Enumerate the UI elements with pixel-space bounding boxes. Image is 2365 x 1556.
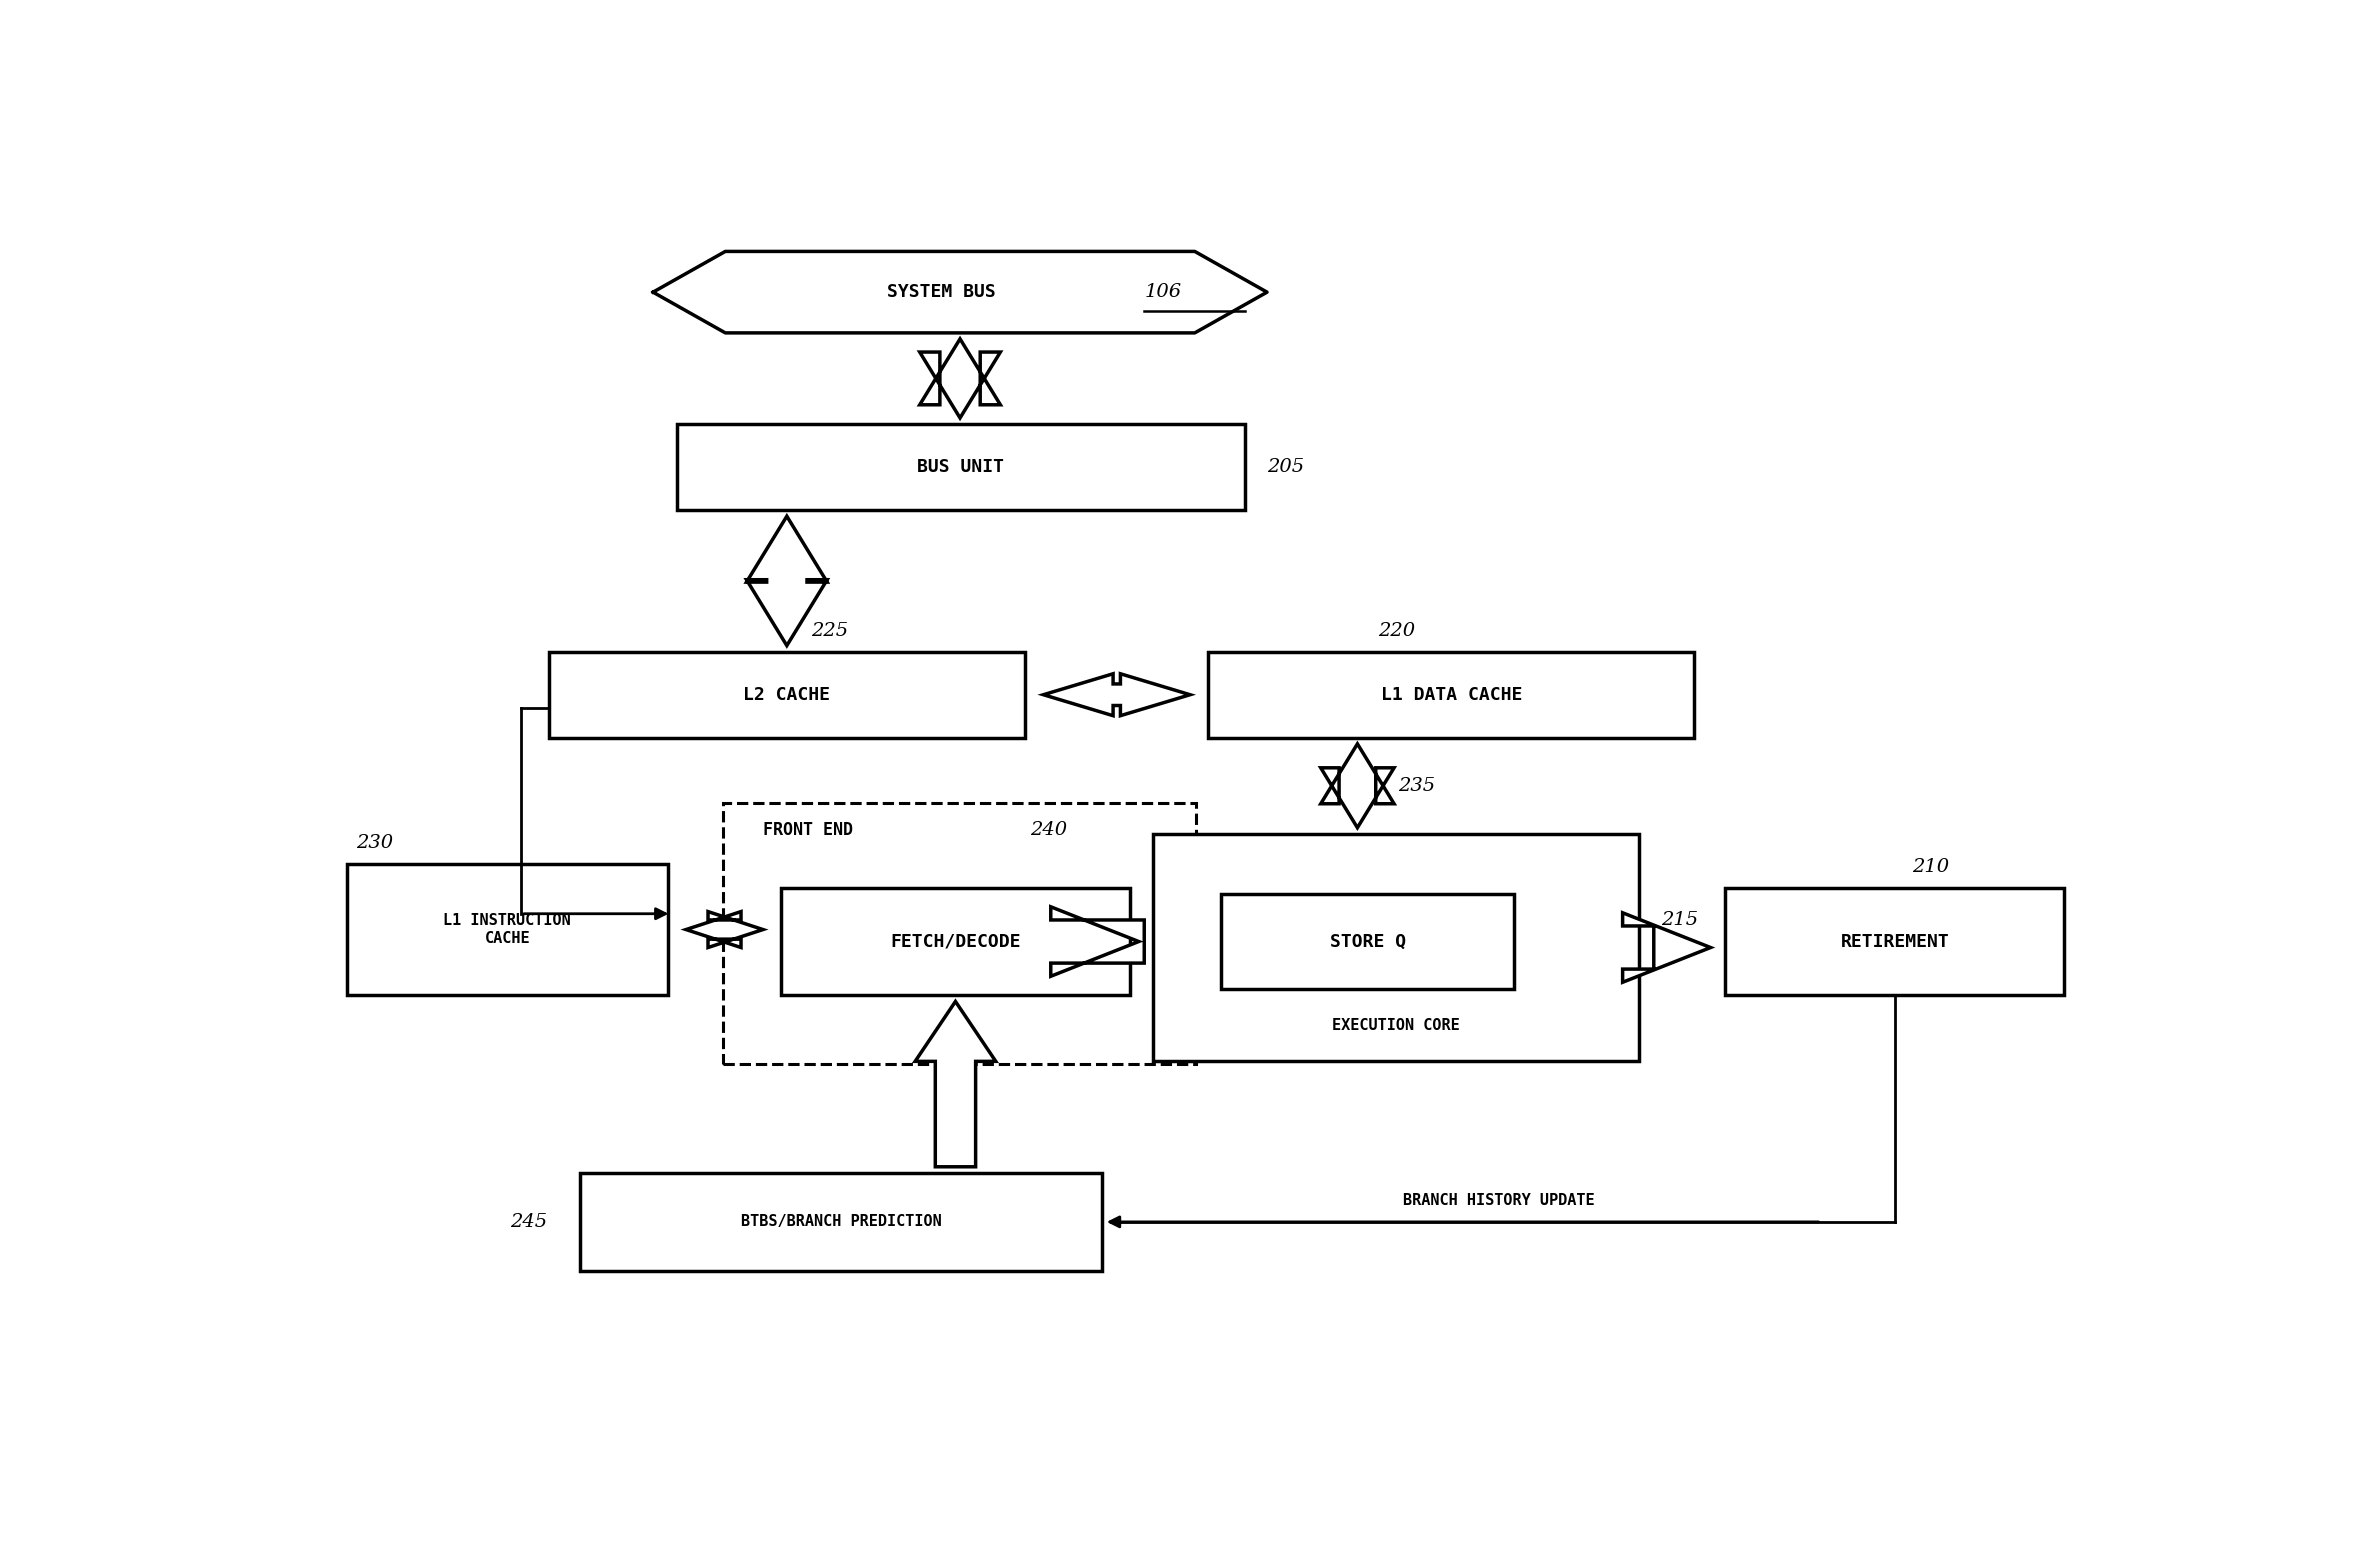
Polygon shape [920,339,1000,419]
Text: BTBS/BRANCH PREDICTION: BTBS/BRANCH PREDICTION [740,1214,941,1229]
Polygon shape [1050,907,1145,976]
Text: 230: 230 [357,834,393,851]
FancyBboxPatch shape [676,423,1244,510]
FancyBboxPatch shape [1220,893,1514,990]
Polygon shape [1043,674,1190,716]
Text: 210: 210 [1911,857,1949,876]
Text: 215: 215 [1660,912,1698,929]
Text: 205: 205 [1268,457,1303,476]
Text: L1 INSTRUCTION
CACHE: L1 INSTRUCTION CACHE [445,913,572,946]
Text: 240: 240 [1031,820,1067,839]
Text: 225: 225 [811,621,847,640]
FancyBboxPatch shape [549,652,1024,738]
Text: RETIREMENT: RETIREMENT [1840,932,1949,951]
Text: FETCH/DECODE: FETCH/DECODE [889,932,1022,951]
FancyBboxPatch shape [1209,652,1693,738]
Text: FRONT END: FRONT END [764,820,854,839]
Text: L1 DATA CACHE: L1 DATA CACHE [1381,686,1523,703]
Text: 106: 106 [1145,283,1182,302]
Text: EXECUTION CORE: EXECUTION CORE [1331,1018,1459,1033]
FancyBboxPatch shape [1726,887,2065,996]
Text: L2 CACHE: L2 CACHE [743,686,830,703]
Polygon shape [1622,913,1710,982]
Polygon shape [1320,744,1393,828]
FancyBboxPatch shape [1154,834,1639,1061]
Text: 245: 245 [508,1212,546,1231]
Polygon shape [747,517,828,646]
Text: BUS UNIT: BUS UNIT [918,457,1005,476]
Polygon shape [686,912,764,948]
Text: BRANCH HISTORY UPDATE: BRANCH HISTORY UPDATE [1402,1192,1594,1207]
FancyBboxPatch shape [348,864,667,996]
FancyBboxPatch shape [780,887,1130,996]
Polygon shape [653,252,1268,333]
Polygon shape [915,1002,996,1167]
Text: 235: 235 [1398,776,1436,795]
Text: STORE Q: STORE Q [1329,932,1405,951]
Text: 220: 220 [1379,621,1417,640]
Text: SYSTEM BUS: SYSTEM BUS [887,283,996,302]
FancyBboxPatch shape [579,1173,1102,1271]
